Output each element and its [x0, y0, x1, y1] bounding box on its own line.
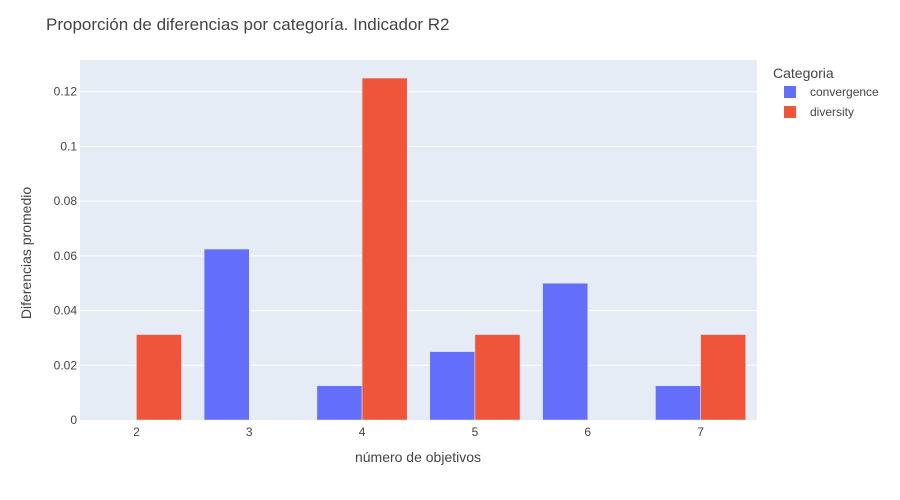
- y-tick-label: 0.02: [54, 358, 78, 372]
- bars: [136, 77, 746, 421]
- bar-convergence-7[interactable]: [655, 385, 701, 421]
- x-tick-label: 5: [472, 425, 479, 439]
- y-tick-label: 0.08: [54, 194, 78, 208]
- bar-convergence-3[interactable]: [203, 248, 250, 421]
- bar-convergence-5[interactable]: [429, 351, 476, 421]
- bar-diversity-5[interactable]: [474, 334, 521, 421]
- bar-diversity-2[interactable]: [136, 334, 182, 421]
- bar-convergence-6[interactable]: [542, 282, 588, 421]
- y-tick-label: 0.06: [54, 249, 78, 263]
- x-axis-ticks: 2 3 4 5 6 7: [133, 425, 704, 439]
- y-tick-label: 0: [70, 413, 77, 427]
- bar-diversity-4[interactable]: [361, 77, 408, 421]
- y-axis-ticks: 0 0.02 0.04 0.06 0.08 0.1 0.12: [54, 85, 78, 427]
- chart-title: Proporción de diferencias por categoría.…: [46, 15, 450, 34]
- y-axis-title: Diferencias promedio: [18, 187, 34, 319]
- y-tick-label: 0.12: [54, 85, 78, 99]
- x-tick-label: 7: [697, 425, 704, 439]
- x-tick-label: 3: [246, 425, 253, 439]
- legend-swatch-diversity: [784, 106, 796, 118]
- legend-item-convergence[interactable]: convergence: [784, 85, 879, 99]
- x-tick-label: 6: [584, 425, 591, 439]
- x-tick-label: 4: [359, 425, 366, 439]
- legend-title: Categoria: [773, 65, 834, 81]
- legend-item-diversity[interactable]: diversity: [784, 105, 854, 119]
- gridlines: [80, 91, 757, 366]
- y-tick-label: 0.1: [60, 139, 77, 153]
- bar-convergence-4[interactable]: [316, 385, 363, 421]
- bar-diversity-7[interactable]: [700, 334, 746, 421]
- legend-label-diversity: diversity: [810, 105, 854, 119]
- legend-label-convergence: convergence: [810, 85, 879, 99]
- x-tick-label: 2: [133, 425, 140, 439]
- plot-background: [80, 60, 757, 420]
- x-axis-title: número de objetivos: [355, 449, 481, 465]
- legend-swatch-convergence: [784, 86, 796, 98]
- y-tick-label: 0.04: [54, 304, 78, 318]
- legend: Categoria convergence diversity: [773, 65, 879, 119]
